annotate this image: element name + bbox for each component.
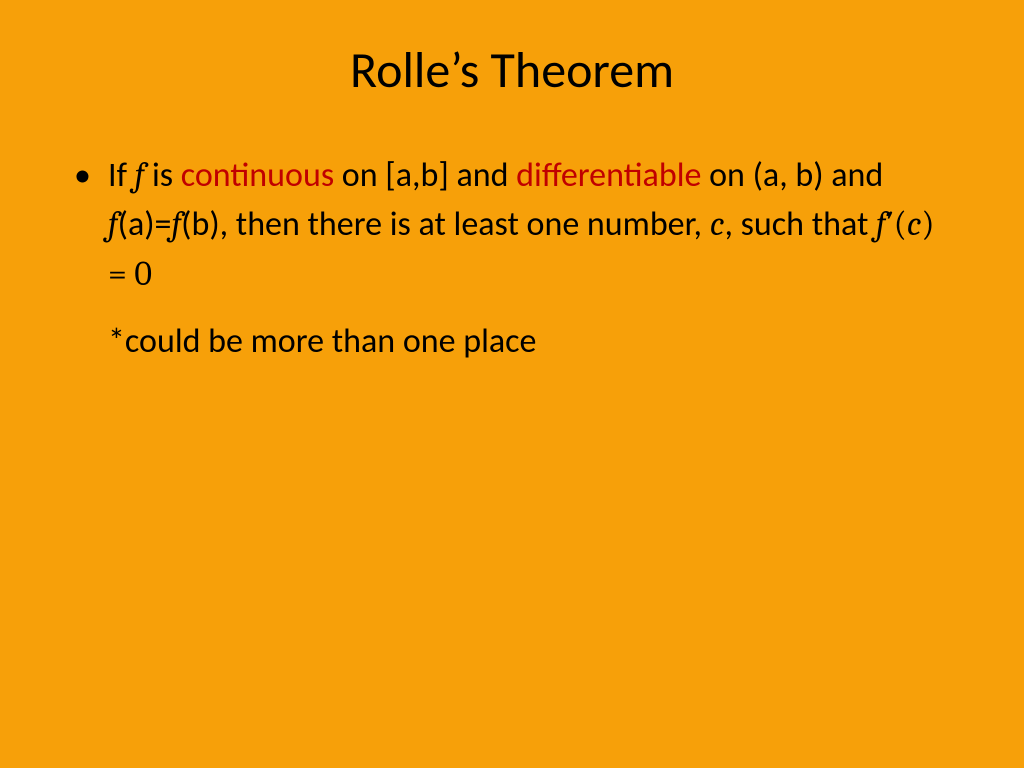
highlight-continuous: continuous (181, 155, 334, 196)
var-f: f (172, 204, 182, 244)
note-line: *could be more than one place (70, 317, 954, 366)
math-close-paren: ) (922, 204, 935, 244)
math-c: c (907, 204, 922, 244)
var-f: f (135, 155, 145, 195)
slide-title: Rolle’s Theorem (70, 40, 954, 101)
text-seg: on [a,b] and (334, 155, 516, 196)
var-f: f (108, 204, 118, 244)
var-c: c (710, 204, 725, 244)
text-seg: on (a, b) and (701, 155, 883, 196)
math-eq-zero: = 0 (108, 254, 152, 294)
slide: Rolle’s Theorem If f is continuous on [a… (0, 0, 1024, 768)
bullet-item: If f is continuous on [a,b] and differen… (70, 151, 954, 299)
math-open-paren: ( (894, 204, 907, 244)
text-seg: , such that (724, 204, 876, 245)
text-seg: If (108, 155, 135, 196)
math-prime: ′ (886, 204, 894, 244)
text-seg: is (144, 155, 180, 196)
text-seg: (a)= (118, 204, 172, 245)
slide-content: If f is continuous on [a,b] and differen… (70, 151, 954, 366)
math-f: f (876, 204, 886, 244)
highlight-differentiable: differentiable (516, 155, 701, 196)
bullet-list: If f is continuous on [a,b] and differen… (70, 151, 954, 299)
text-seg: (b), then there is at least one number, (181, 204, 710, 245)
